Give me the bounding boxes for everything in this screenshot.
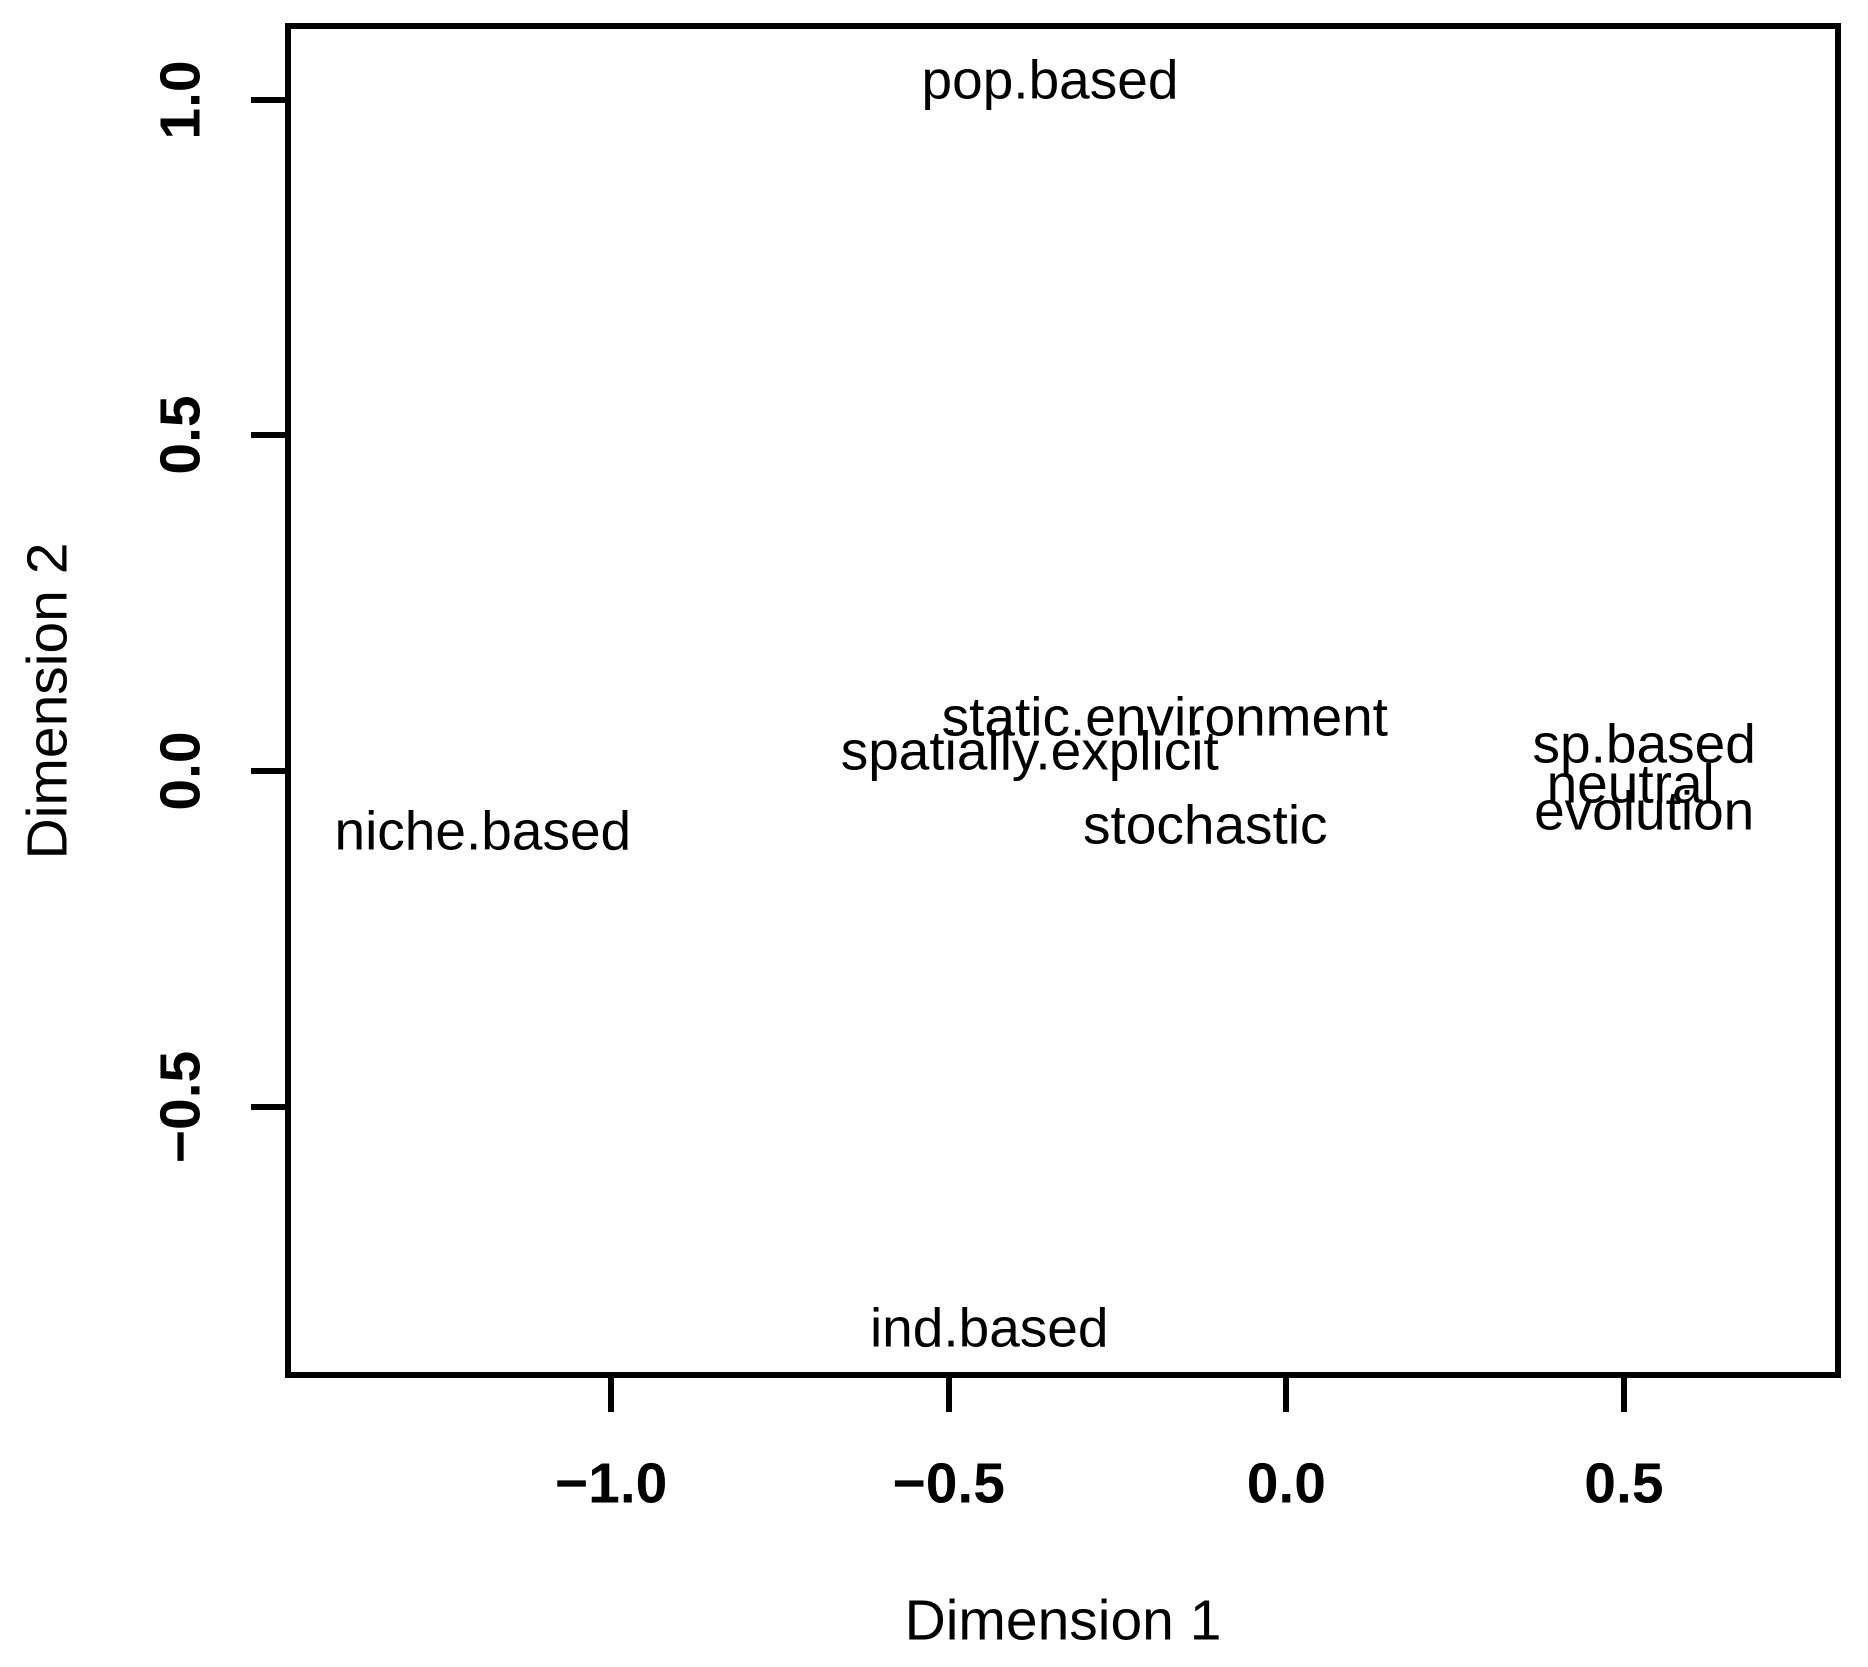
point-label-static-environment: static.environment <box>941 685 1388 748</box>
y-axis-tick-label: −0.5 <box>148 1050 213 1163</box>
point-label-sp-based: sp.based <box>1532 712 1756 775</box>
x-axis-tick <box>608 1378 615 1412</box>
plot-area <box>285 23 1841 1378</box>
y-axis-title: Dimension 2 <box>15 542 80 860</box>
y-axis-tick <box>251 432 285 439</box>
point-label-evolution: evolution <box>1534 779 1755 842</box>
x-axis-tick <box>1283 1378 1290 1412</box>
point-label-ind-based: ind.based <box>869 1296 1109 1359</box>
y-axis-tick-label: 1.0 <box>148 60 213 140</box>
x-axis-tick-label: 0.5 <box>1584 1451 1664 1516</box>
point-label-spatially-explicit: spatially.explicit <box>840 719 1219 782</box>
x-axis-tick-label: −0.5 <box>892 1451 1005 1516</box>
y-axis-tick <box>251 767 285 774</box>
y-axis-tick <box>251 1103 285 1110</box>
x-axis-tick <box>945 1378 952 1412</box>
x-axis-tick-label: −1.0 <box>554 1451 668 1516</box>
point-label-niche-based: niche.based <box>334 799 632 862</box>
point-label-stochastic: stochastic <box>1083 793 1328 856</box>
point-label-neutral: neutral <box>1546 752 1715 815</box>
point-label-pop-based: pop.based <box>921 48 1179 111</box>
y-axis-tick-label: 0.5 <box>148 395 213 476</box>
y-axis-tick <box>251 96 285 103</box>
x-axis-tick-label: 0.0 <box>1246 1451 1326 1516</box>
x-axis-tick <box>1620 1378 1627 1412</box>
x-axis-title: Dimension 1 <box>904 1588 1222 1653</box>
y-axis-tick-label: 0.0 <box>148 731 213 811</box>
